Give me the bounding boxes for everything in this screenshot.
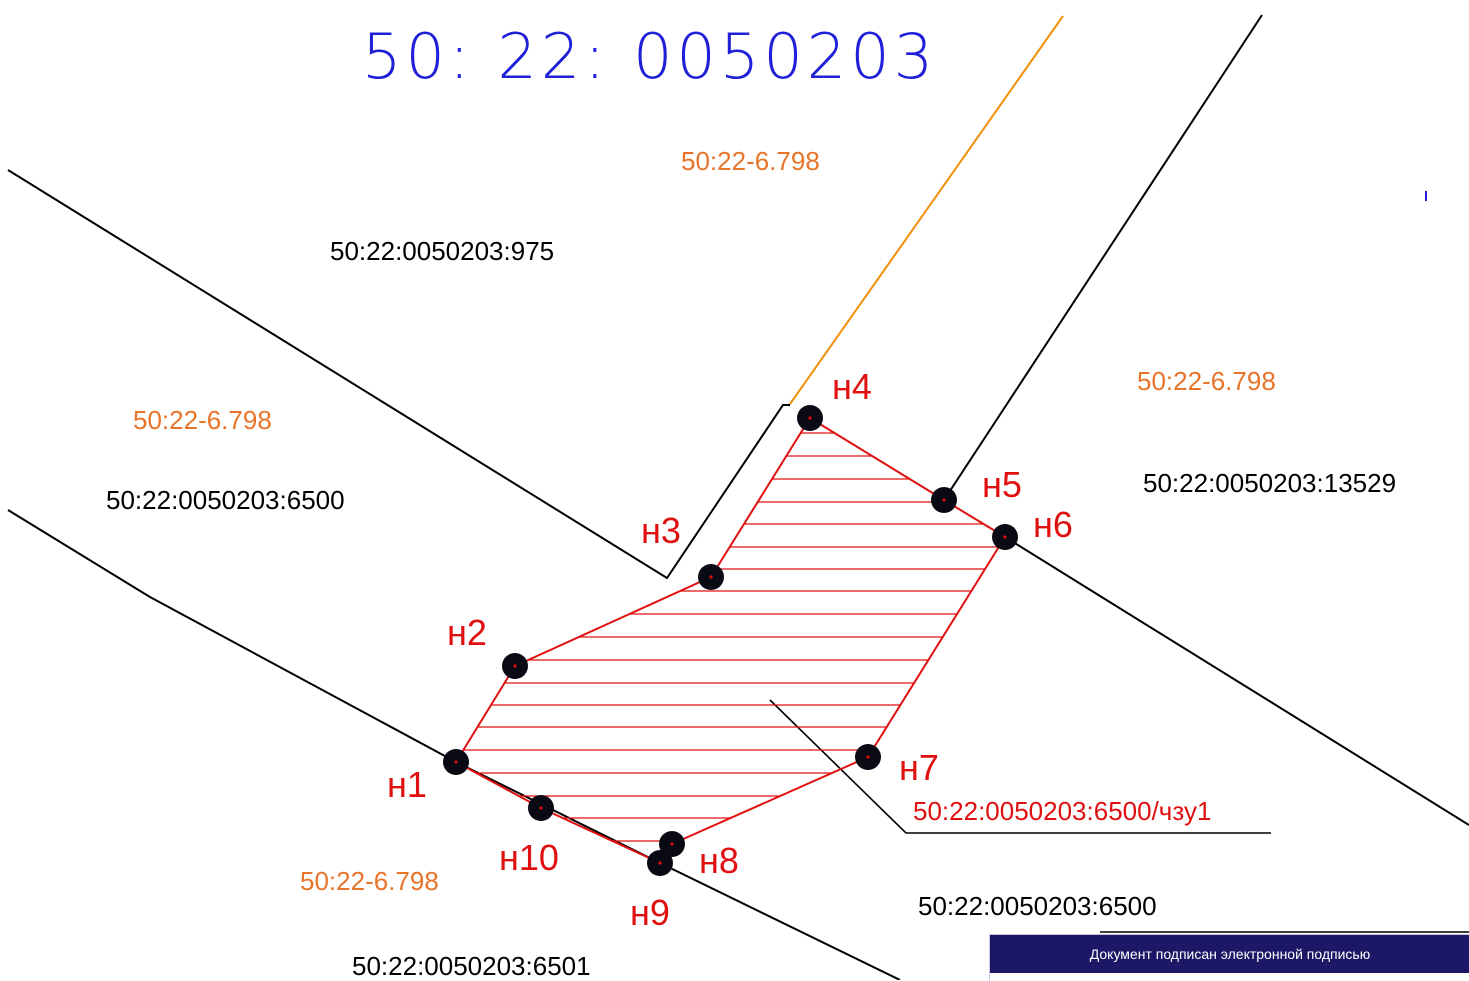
zone-labels: 50:22-6.798 50:22-6.798 50:22-6.798 50:2… [133, 146, 1276, 896]
signature-stamp: Документ подписан электронной подписью [989, 934, 1469, 981]
point-labels: н1 н2 н3 н4 н5 н6 н7 н8 н9 н10 [387, 366, 1073, 933]
zone-label-east: 50:22-6.798 [1137, 366, 1276, 396]
point-label-n9: н9 [630, 892, 670, 933]
point-marker-n10 [528, 795, 554, 821]
part-label-leader [769, 699, 1271, 834]
point-label-n7: н7 [899, 747, 939, 788]
point-marker-n5 [931, 487, 957, 513]
parcel-label-6500-west: 50:22:0050203:6500 [106, 485, 345, 515]
point-marker-n6 [992, 524, 1018, 550]
point-marker-n9 [647, 850, 673, 876]
point-label-n4: н4 [832, 366, 872, 407]
parcel-part-label: 50:22:0050203:6500/чзу1 [913, 796, 1211, 826]
signature-stamp-header: Документ подписан электронной подписью [990, 935, 1469, 973]
boundary-line-north-east [943, 14, 1263, 501]
point-marker-n8 [659, 831, 685, 857]
parcel-label-13529: 50:22:0050203:13529 [1143, 468, 1396, 498]
parcel-boundaries [7, 14, 1469, 980]
zone-label-south: 50:22-6.798 [300, 866, 439, 896]
parcel-labels: 50:22:0050203:975 50:22:0050203:6500 50:… [106, 236, 1396, 980]
point-marker-n7 [855, 744, 881, 770]
parcel-label-975: 50:22:0050203:975 [330, 236, 554, 266]
point-label-n1: н1 [387, 764, 427, 805]
boundary-line-lower-west [7, 509, 901, 980]
parcel-label-6500-south: 50:22:0050203:6500 [918, 891, 1157, 921]
zone-boundary-line [789, 15, 1064, 405]
point-label-n3: н3 [641, 510, 681, 551]
point-marker-n2 [502, 653, 528, 679]
point-marker-n4 [797, 405, 823, 431]
point-marker-n3 [698, 564, 724, 590]
point-marker-n1 [443, 749, 469, 775]
zone-label-top: 50:22-6.798 [681, 146, 820, 176]
quarter-number: 50: 22: 0050203 [362, 20, 937, 93]
zone-label-west: 50:22-6.798 [133, 405, 272, 435]
point-label-n8: н8 [699, 840, 739, 881]
point-label-n2: н2 [447, 612, 487, 653]
boundary-line-upper-west [7, 169, 790, 580]
point-label-n6: н6 [1033, 504, 1073, 545]
point-markers [443, 405, 1018, 876]
point-label-n5: н5 [982, 464, 1022, 505]
boundary-line-east [1004, 536, 1469, 826]
parcel-label-6501: 50:22:0050203:6501 [352, 951, 591, 980]
point-label-n10: н10 [499, 837, 559, 878]
